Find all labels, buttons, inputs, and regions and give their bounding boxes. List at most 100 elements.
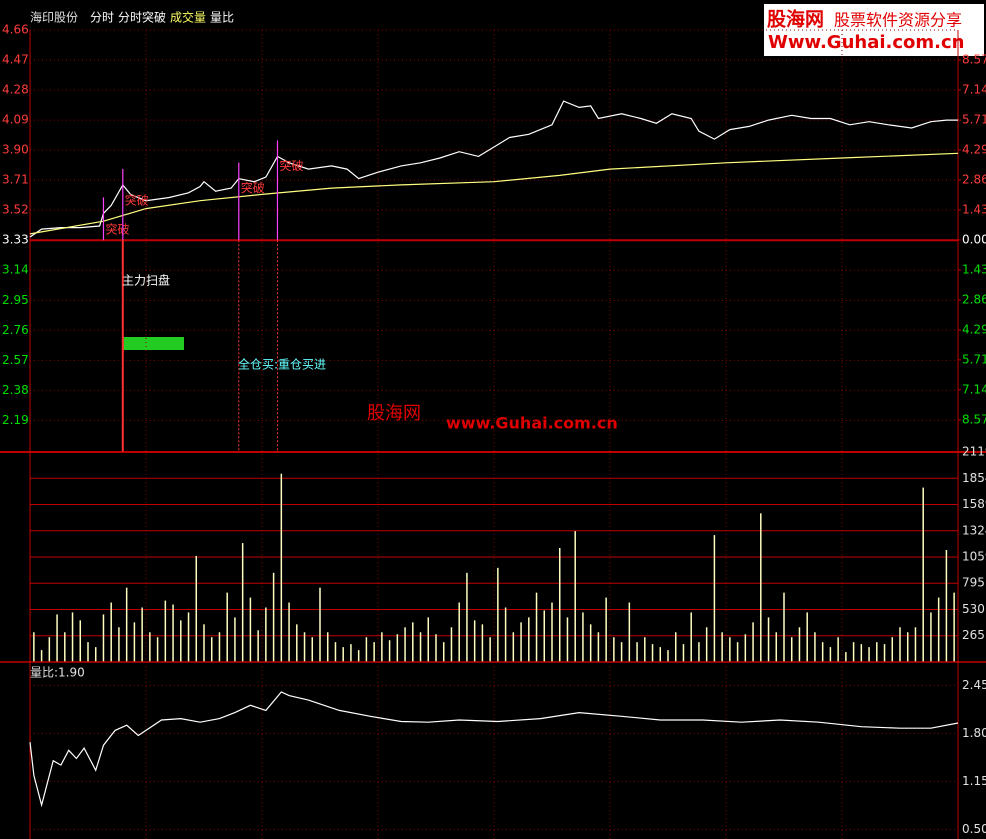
y2-tick-label: 4.29 <box>962 323 986 337</box>
tab[interactable]: 分时 <box>90 11 114 25</box>
volume-bar <box>326 632 329 662</box>
tab[interactable]: 量比 <box>210 11 234 25</box>
y2-tick-label: 1.43 <box>962 262 986 276</box>
volume-bar <box>752 622 754 662</box>
y-tick-label: 265 <box>962 628 985 642</box>
volume-bar <box>381 632 383 662</box>
tab[interactable]: 分时突破 <box>118 10 166 25</box>
volume-bar <box>883 644 886 662</box>
volume-bar <box>125 587 128 662</box>
volume-bar <box>535 592 538 662</box>
volume-bar <box>852 642 855 662</box>
volume-bar <box>860 644 863 662</box>
volume-bar <box>94 647 97 662</box>
y-tick-label: 1.80 <box>962 726 986 740</box>
overlay-url: www.Guhai.com.cn <box>446 414 618 433</box>
y-tick-label: 1854 <box>962 471 986 485</box>
volume-bar <box>814 632 816 662</box>
y-tick-label: 1.15 <box>962 774 986 788</box>
volume-bar <box>450 627 453 662</box>
volume-bar <box>458 602 460 662</box>
y2-tick-label: 2.86 <box>962 172 986 186</box>
volume-bar <box>582 612 584 662</box>
volume-bar <box>775 632 778 662</box>
volume-bar <box>79 620 82 662</box>
stock-name: 海印股份 <box>30 10 78 25</box>
y-tick-label: 0.50 <box>962 822 986 836</box>
volume-bar <box>512 632 515 662</box>
volume-bar <box>760 513 762 662</box>
y-tick-label: 2.45 <box>962 678 986 692</box>
signal-label: 突破 <box>105 222 129 237</box>
y2-tick-label: 8.57 <box>962 412 986 426</box>
volume-bar <box>56 614 58 662</box>
y2-tick-label: 7.14 <box>962 382 986 396</box>
y-tick-label: 3.52 <box>2 203 29 217</box>
volume-bar <box>876 642 878 662</box>
volume-bar <box>249 597 252 662</box>
volume-bar <box>705 627 708 662</box>
signal-label: 突破 <box>241 180 265 195</box>
y-tick-label: 2.95 <box>2 293 29 307</box>
volume-bar <box>597 632 600 662</box>
volume-bar <box>311 637 314 662</box>
volume-bar <box>164 600 167 662</box>
volume-bar <box>605 597 607 662</box>
volume-bar <box>953 592 955 662</box>
volume-bar <box>226 592 228 662</box>
volume-bar <box>930 612 932 662</box>
volume-bar <box>396 634 399 662</box>
y2-tick-label: 7.14 <box>962 83 986 97</box>
volume-bar <box>319 587 321 662</box>
volume-bar <box>272 572 275 662</box>
volume-bar <box>388 640 391 662</box>
volume-bar <box>845 652 847 662</box>
y2-tick-label: 1.43 <box>962 202 986 216</box>
volume-bar <box>187 612 190 662</box>
series-line <box>29 152 959 235</box>
tab[interactable]: 成交量 <box>170 10 206 25</box>
volume-bar <box>33 632 35 662</box>
volume-bar <box>373 642 375 662</box>
signal-label: 突破 <box>279 158 303 173</box>
y2-tick-label: 5.71 <box>962 113 986 127</box>
volume-bar <box>234 617 236 662</box>
annotation: 主力扫盘 <box>122 273 170 288</box>
watermark-url: Www.Guhai.com.cn <box>768 32 964 53</box>
volume-bar <box>589 624 592 662</box>
volume-bar <box>868 647 870 662</box>
volume-bar <box>180 620 182 662</box>
volume-bar <box>141 607 143 662</box>
y2-tick-label: 0.00 <box>962 232 986 246</box>
volume-bar <box>350 644 352 662</box>
volume-bar <box>257 630 259 662</box>
watermark-logo: 股海网 <box>767 8 824 31</box>
volume-bar <box>342 647 344 662</box>
annotation: 全仓买:重仓买进 <box>238 357 326 372</box>
volume-bar <box>551 602 553 662</box>
volume-bar <box>195 555 198 662</box>
volume-bar <box>489 637 491 662</box>
volume-bar <box>102 614 105 662</box>
volume-bar <box>466 572 468 662</box>
volume-bar <box>71 612 74 662</box>
volume-bar <box>497 567 499 662</box>
y-tick-label: 3.71 <box>2 173 29 187</box>
y2-tick-label: 8.57 <box>962 53 986 67</box>
volume-bar <box>118 627 120 662</box>
volume-bar <box>636 642 638 662</box>
volume-bar <box>210 637 213 662</box>
volume-bar <box>945 550 948 662</box>
y-tick-label: 530 <box>962 602 985 616</box>
watermark-slogan: 股票软件资源分享 <box>834 11 962 30</box>
y-tick-label: 3.90 <box>2 143 29 157</box>
y2-tick-label: 4.29 <box>962 142 986 156</box>
volume-bar <box>651 644 654 662</box>
volume-bar <box>172 604 174 662</box>
volume-bar <box>628 602 631 662</box>
volume-bar <box>110 602 112 662</box>
volume-bar <box>280 473 283 662</box>
volume-bar <box>473 620 476 662</box>
volume-bar <box>674 632 677 662</box>
